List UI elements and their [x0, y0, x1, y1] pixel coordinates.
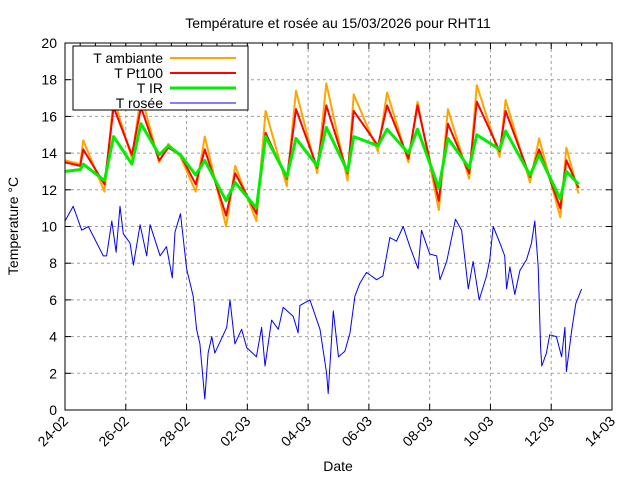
x-tick-label: 06-03: [338, 413, 375, 450]
y-tick-label: 0: [49, 402, 57, 418]
y-tick-label: 4: [49, 329, 57, 345]
x-tick-label: 02-03: [217, 413, 254, 450]
y-tick-label: 6: [49, 292, 57, 308]
x-tick-label: 26-02: [95, 413, 132, 450]
y-tick-label: 18: [41, 72, 57, 88]
y-tick-label: 8: [49, 255, 57, 271]
x-axis-label: Date: [323, 458, 353, 474]
chart-title: Température et rosée au 15/03/2026 pour …: [185, 15, 491, 31]
y-tick-label: 2: [49, 365, 57, 381]
series-line-t-rosée: [64, 205, 583, 400]
x-tick-label: 04-03: [278, 413, 315, 450]
y-tick-label: 10: [41, 219, 57, 235]
x-tick-label: 24-02: [34, 413, 71, 450]
y-tick-label: 12: [41, 182, 57, 198]
y-tick-label: 14: [41, 145, 57, 161]
y-tick-label: 20: [41, 35, 57, 51]
x-tick-label: 14-03: [581, 413, 618, 450]
legend-label: T Pt100: [114, 65, 163, 81]
series-layer: [64, 82, 583, 400]
x-tick-label: 28-02: [156, 413, 193, 450]
x-tick-label: 12-03: [521, 413, 558, 450]
y-axis-label: Temperature °C: [5, 177, 21, 275]
series-line-t-ir: [64, 122, 580, 210]
legend-label: T IR: [137, 80, 163, 96]
x-tick-label: 10-03: [460, 413, 497, 450]
legend-label: T rosée: [116, 95, 163, 111]
y-tick-label: 16: [41, 108, 57, 124]
legend-box: [72, 45, 249, 111]
x-tick-label: 08-03: [399, 413, 436, 450]
legend-label: T ambiante: [93, 50, 163, 66]
